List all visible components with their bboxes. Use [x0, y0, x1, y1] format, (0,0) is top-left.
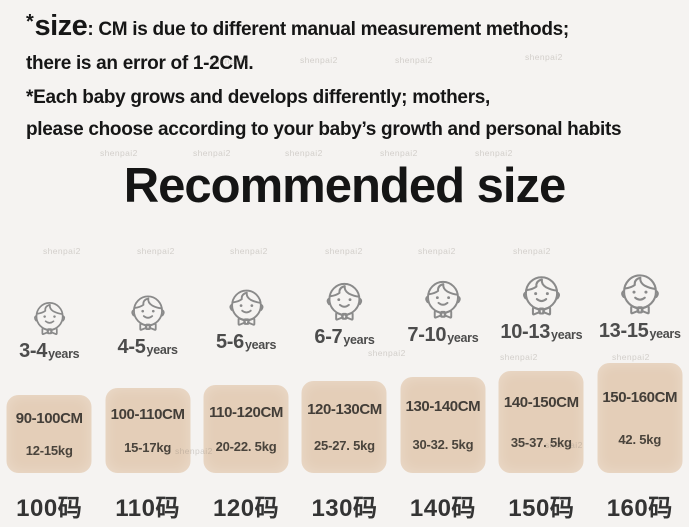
age-range: 6-7	[314, 326, 343, 348]
height-range: 100-110CM	[110, 405, 185, 423]
baby-face-icon	[420, 274, 465, 322]
watermark: shenpai2	[285, 148, 323, 158]
height-range: 90-100CM	[15, 410, 83, 428]
age-unit: years	[649, 327, 681, 341]
weight-range: 25-27. 5kg	[314, 438, 375, 453]
weight-range: 30-32. 5kg	[412, 436, 474, 452]
icon-age-group: 4-5years	[118, 289, 178, 359]
size-column-5-6y: 5-6years 110-120CM 20-22. 5kg 120码	[197, 255, 295, 527]
watermark: shenpai2	[100, 148, 138, 158]
height-range: 120-130CM	[307, 401, 382, 418]
size-box: 100-110CM 15-17kg	[105, 388, 191, 473]
note-line-2: there is an error of 1-2CM.	[26, 53, 254, 74]
size-box: 150-160CM 42. 5kg	[597, 363, 683, 473]
weight-range: 42. 5kg	[618, 432, 662, 447]
size-box: 120-130CM 25-27. 5kg	[301, 381, 387, 473]
weight-range: 15-17kg	[124, 440, 172, 456]
age-label: 3-4years	[19, 340, 80, 363]
note-line-1: * size : CM is due to different manual m…	[26, 10, 569, 43]
age-unit: years	[146, 343, 178, 357]
size-column-10-13y: 10-13years 140-150CM 35-37. 5kg 150码	[492, 255, 590, 527]
age-range: 3-4	[19, 340, 48, 362]
baby-face-icon	[30, 296, 69, 338]
baby-face-icon	[322, 276, 367, 324]
icon-age-group: 13-15years	[599, 267, 681, 343]
size-box: 140-150CM 35-37. 5kg	[498, 371, 584, 473]
size-column-13-15y: 13-15years 150-160CM 42. 5kg 160码	[591, 255, 689, 527]
watermark: shenpai2	[395, 55, 433, 65]
size-code-label: 100码	[16, 495, 83, 522]
weight-range: 35-37. 5kg	[510, 434, 572, 450]
icon-age-group: 10-13years	[500, 269, 583, 344]
watermark: shenpai2	[525, 52, 563, 62]
size-box: 110-120CM 20-22. 5kg	[203, 385, 289, 473]
size-code-label: 130码	[311, 495, 378, 522]
size-column-7-10y: 7-10years 130-140CM 30-32. 5kg 140码	[394, 255, 492, 527]
size-code-label: 110码	[115, 495, 180, 522]
watermark: shenpai2	[475, 148, 513, 158]
age-unit: years	[244, 338, 277, 352]
height-range: 130-140CM	[405, 398, 481, 416]
weight-range: 20-22. 5kg	[215, 439, 277, 455]
note-line-1-text: : CM is due to different manual measurem…	[87, 19, 569, 40]
age-label: 13-15years	[599, 320, 681, 343]
height-range: 150-160CM	[602, 389, 678, 406]
watermark: shenpai2	[193, 148, 231, 158]
age-label: 10-13years	[500, 321, 582, 344]
age-unit: years	[48, 347, 80, 361]
age-range: 10-13	[500, 321, 551, 343]
age-range: 13-15	[598, 320, 649, 342]
size-column-4-5y: 4-5years 100-110CM 15-17kg 110码	[98, 255, 196, 527]
size-code-label: 150码	[508, 495, 575, 522]
baby-face-icon	[518, 269, 565, 319]
age-unit: years	[551, 328, 583, 342]
size-column-6-7y: 6-7years 120-130CM 25-27. 5kg 130码	[295, 255, 393, 527]
size-code-label: 160码	[606, 495, 673, 522]
watermark: shenpai2	[380, 148, 418, 158]
size-column-3-4y: 3-4years 90-100CM 12-15kg 100码	[0, 255, 98, 527]
age-range: 4-5	[117, 336, 146, 358]
icon-age-group: 3-4years	[19, 296, 80, 363]
age-label: 5-6years	[215, 331, 277, 354]
size-word: size	[34, 10, 88, 42]
age-unit: years	[343, 333, 375, 347]
size-box: 130-140CM 30-32. 5kg	[400, 377, 486, 473]
size-code-label: 140码	[409, 495, 476, 522]
age-label: 6-7years	[314, 326, 375, 349]
size-columns-row: 3-4years 90-100CM 12-15kg 100码 4-5years …	[0, 255, 689, 527]
age-label: 7-10years	[407, 324, 478, 347]
age-label: 4-5years	[117, 336, 179, 359]
note-line-3: *Each baby grows and develops differentl…	[26, 87, 491, 108]
watermark: shenpai2	[300, 55, 338, 65]
note-line-4: please choose according to your baby’s g…	[26, 119, 622, 140]
baby-face-icon	[616, 267, 664, 318]
size-box: 90-100CM 12-15kg	[6, 395, 92, 473]
icon-age-group: 6-7years	[314, 276, 375, 349]
icon-age-group: 7-10years	[407, 274, 479, 347]
height-range: 140-150CM	[503, 394, 579, 412]
asterisk-mark: *	[26, 11, 34, 33]
baby-face-icon	[224, 283, 267, 329]
weight-range: 12-15kg	[25, 442, 73, 458]
age-unit: years	[447, 331, 479, 345]
age-range: 5-6	[215, 331, 244, 353]
baby-face-icon	[127, 289, 169, 334]
size-code-label: 120码	[213, 495, 280, 522]
age-range: 7-10	[407, 324, 447, 346]
height-range: 110-120CM	[209, 403, 284, 421]
page-title: Recommended size	[123, 159, 567, 213]
icon-age-group: 5-6years	[216, 283, 276, 354]
